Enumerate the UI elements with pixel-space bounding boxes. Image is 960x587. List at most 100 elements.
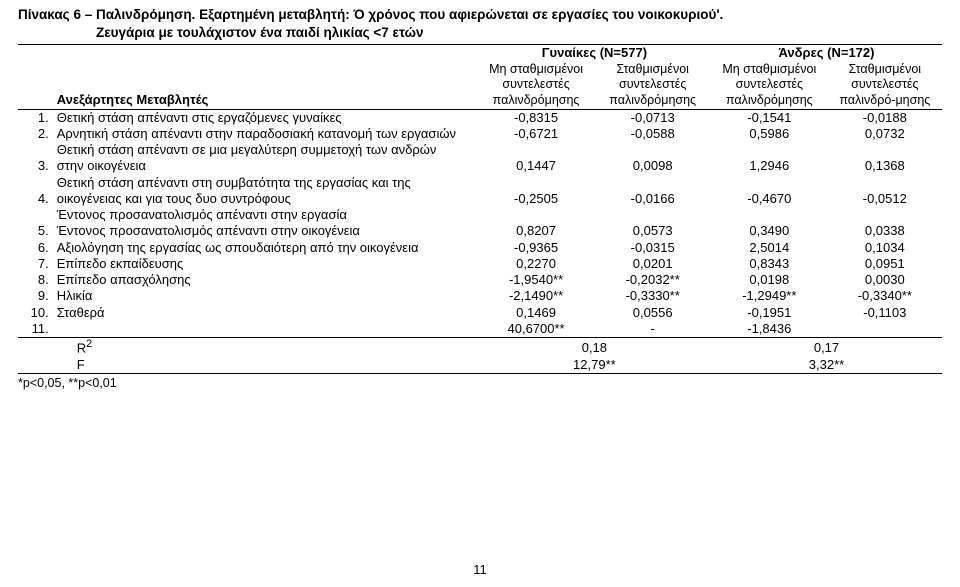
cell: 0,0338 (828, 223, 942, 239)
cell (828, 321, 942, 338)
row-label: Επίπεδο απασχόλησης (51, 272, 478, 288)
table-row: 3. στην οικογένεια 0,1447 0,0098 1,2946 … (18, 158, 942, 174)
cell: -0,0315 (594, 240, 711, 256)
cell: -0,2505 (478, 191, 595, 207)
row-index: 9. (18, 288, 51, 304)
cell (828, 207, 942, 223)
stat-row-r2: R2 0,18 0,17 (18, 338, 942, 357)
cell (828, 142, 942, 158)
cell: 0,3490 (711, 223, 828, 239)
cell: 0,5986 (711, 126, 828, 142)
cell: - (594, 321, 711, 338)
r2-men: 0,17 (711, 338, 942, 357)
row-index: 8. (18, 272, 51, 288)
cell (594, 175, 711, 191)
cell: -0,0512 (828, 191, 942, 207)
group-header-men: Άνδρες (N=172) (711, 45, 942, 62)
group-header-women: Γυναίκες (N=577) (478, 45, 711, 62)
r2-sup: 2 (86, 338, 92, 350)
row-index: 4. (18, 191, 51, 207)
cell: -0,1951 (711, 305, 828, 321)
independent-vars-header: Ανεξάρτητες Μεταβλητές (51, 62, 478, 109)
row-label: Ηλικία (51, 288, 478, 304)
row-label: Θετική στάση απέναντι σε μια μεγαλύτερη … (51, 142, 478, 158)
table-row: 11. 40,6700** - -1,8436 (18, 321, 942, 338)
row-index: 7. (18, 256, 51, 272)
row-label: Σταθερά (51, 305, 478, 321)
cell: 0,1034 (828, 240, 942, 256)
table-row: 9. Ηλικία -2,1490** -0,3330** -1,2949** … (18, 288, 942, 304)
cell: -0,2032** (594, 272, 711, 288)
table-row: Θετική στάση απέναντι στη συμβατότητα τη… (18, 175, 942, 191)
cell: -0,1103 (828, 305, 942, 321)
row-label: Έντονος προσανατολισμός απέναντι στην οι… (51, 223, 478, 239)
cell (711, 175, 828, 191)
cell: 0,0201 (594, 256, 711, 272)
page-number: 11 (0, 562, 960, 577)
r2-women: 0,18 (478, 338, 711, 357)
table-caption: Πίνακας 6 – Παλινδρόμηση. Εξαρτημένη μετ… (18, 6, 942, 42)
cell: -0,6721 (478, 126, 595, 142)
table-row: 10. Σταθερά 0,1469 0,0556 -0,1951 -0,110… (18, 305, 942, 321)
cell: 0,1469 (478, 305, 595, 321)
cell: 0,0556 (594, 305, 711, 321)
cell: -0,0166 (594, 191, 711, 207)
cell: -0,0588 (594, 126, 711, 142)
caption-line2: Ζευγάρια με τουλάχιστον ένα παιδί ηλικία… (18, 24, 942, 42)
col-head-men-unstd: Μη σταθμισμένοι συντελεστές παλινδρόμηση… (711, 62, 828, 109)
row-label: Θετική στάση απέναντι στη συμβατότητα τη… (51, 175, 478, 191)
table-row: 7. Επίπεδο εκπαίδευσης 0,2270 0,0201 0,8… (18, 256, 942, 272)
col-head-men-std: Σταθμισμένοι συντελεστές παλινδρό-μησης (828, 62, 942, 109)
cell (594, 142, 711, 158)
cell: 0,8207 (478, 223, 595, 239)
cell: 0,0098 (594, 158, 711, 174)
cell: 40,6700** (478, 321, 595, 338)
row-index (18, 207, 51, 223)
row-label: στην οικογένεια (51, 158, 478, 174)
cell: -0,3330** (594, 288, 711, 304)
cell: 1,2946 (711, 158, 828, 174)
cell: -0,9365 (478, 240, 595, 256)
table-row: 8. Επίπεδο απασχόλησης -1,9540** -0,2032… (18, 272, 942, 288)
row-index: 5. (18, 223, 51, 239)
f-men: 3,32** (711, 357, 942, 374)
caption-line1: Πίνακας 6 – Παλινδρόμηση. Εξαρτημένη μετ… (18, 7, 723, 22)
table-row: 6. Αξιολόγηση της εργασίας ως σπουδαιότε… (18, 240, 942, 256)
cell: 0,0198 (711, 272, 828, 288)
row-index: 6. (18, 240, 51, 256)
row-index (18, 142, 51, 158)
row-index (18, 175, 51, 191)
row-index: 1. (18, 109, 51, 126)
regression-table: Γυναίκες (N=577) Άνδρες (N=172) Ανεξάρτη… (18, 44, 942, 373)
row-label: Θετική στάση απέναντι στις εργαζόμενες γ… (51, 109, 478, 126)
cell (478, 142, 595, 158)
cell (828, 175, 942, 191)
cell (594, 207, 711, 223)
cell: 0,1447 (478, 158, 595, 174)
table-row: Θετική στάση απέναντι σε μια μεγαλύτερη … (18, 142, 942, 158)
stat-row-f: F 12,79** 3,32** (18, 357, 942, 374)
col-head-women-unstd: Μη σταθμισμένοι συντελεστές παλινδρόμηση… (478, 62, 595, 109)
cell (478, 207, 595, 223)
cell: 0,1368 (828, 158, 942, 174)
cell: -1,9540** (478, 272, 595, 288)
row-label: Επίπεδο εκπαίδευσης (51, 256, 478, 272)
row-label: Αξιολόγηση της εργασίας ως σπουδαιότερη … (51, 240, 478, 256)
cell: -2,1490** (478, 288, 595, 304)
row-label: Αρνητική στάση απέναντι στην παραδοσιακή… (51, 126, 478, 142)
cell: -0,4670 (711, 191, 828, 207)
row-index: 3. (18, 158, 51, 174)
cell: 0,0573 (594, 223, 711, 239)
cell: 2,5014 (711, 240, 828, 256)
row-index: 2. (18, 126, 51, 142)
table-row: 4. οικογένειας και για τους δυο συντρόφο… (18, 191, 942, 207)
cell: -1,2949** (711, 288, 828, 304)
cell: -0,0713 (594, 109, 711, 126)
cell (478, 175, 595, 191)
f-label: F (51, 357, 478, 374)
row-index: 11. (18, 321, 51, 338)
table-row: 2. Αρνητική στάση απέναντι στην παραδοσι… (18, 126, 942, 142)
f-women: 12,79** (478, 357, 711, 374)
cell: -0,8315 (478, 109, 595, 126)
cell (711, 142, 828, 158)
